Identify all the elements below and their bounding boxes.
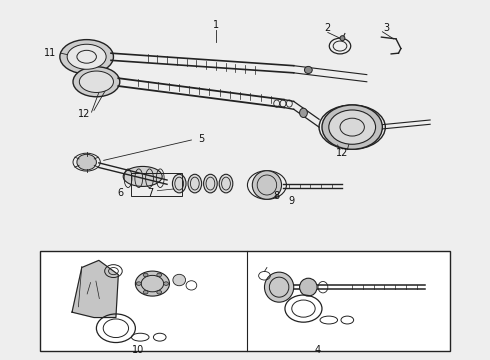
Circle shape <box>157 291 162 294</box>
Text: 9: 9 <box>288 197 294 206</box>
Text: 1: 1 <box>213 19 219 30</box>
Polygon shape <box>72 260 118 318</box>
Ellipse shape <box>203 174 217 193</box>
Ellipse shape <box>79 71 114 93</box>
Ellipse shape <box>173 274 186 286</box>
Circle shape <box>143 291 148 294</box>
Ellipse shape <box>73 67 120 97</box>
Circle shape <box>143 273 148 277</box>
Text: 2: 2 <box>325 23 331 33</box>
Text: 11: 11 <box>44 48 56 58</box>
Text: 8: 8 <box>273 191 280 201</box>
Text: 5: 5 <box>198 134 204 144</box>
Circle shape <box>136 282 141 285</box>
Circle shape <box>135 271 170 296</box>
Bar <box>130 173 182 196</box>
Ellipse shape <box>329 110 375 144</box>
Text: 12: 12 <box>336 148 348 158</box>
Text: 10: 10 <box>132 345 144 355</box>
Ellipse shape <box>265 272 294 302</box>
Ellipse shape <box>252 171 282 199</box>
Text: 3: 3 <box>383 23 390 33</box>
Text: 12: 12 <box>78 109 90 119</box>
Ellipse shape <box>188 174 202 193</box>
Ellipse shape <box>340 36 345 41</box>
Ellipse shape <box>77 154 97 170</box>
Ellipse shape <box>299 108 307 117</box>
Ellipse shape <box>219 174 233 193</box>
Ellipse shape <box>299 278 317 296</box>
Ellipse shape <box>67 44 106 69</box>
Text: 6: 6 <box>118 188 124 198</box>
Text: 4: 4 <box>315 345 321 355</box>
Ellipse shape <box>304 66 312 73</box>
Text: 7: 7 <box>147 188 153 198</box>
Circle shape <box>164 282 169 285</box>
Ellipse shape <box>172 174 186 193</box>
Ellipse shape <box>60 40 114 74</box>
Ellipse shape <box>123 166 162 186</box>
Bar <box>40 251 450 351</box>
Ellipse shape <box>322 105 382 149</box>
Circle shape <box>157 273 162 277</box>
